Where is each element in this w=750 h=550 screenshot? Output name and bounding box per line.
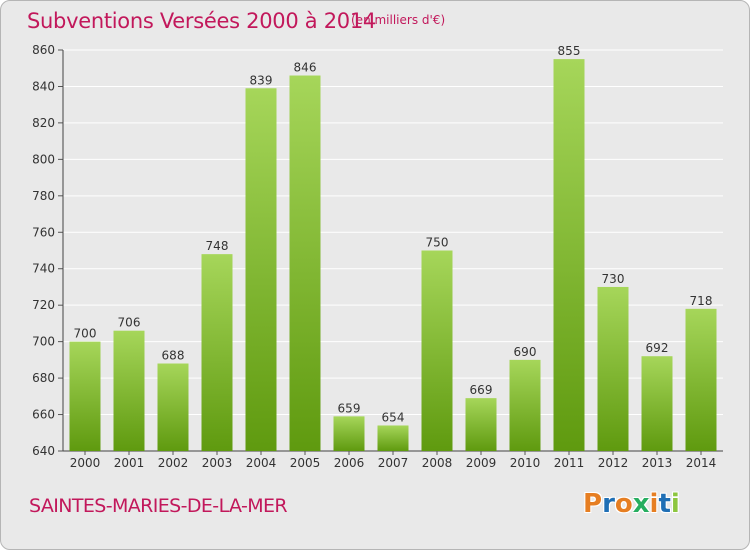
data-label: 748 bbox=[206, 239, 229, 253]
logo-letter: o bbox=[614, 489, 633, 519]
bar-2010 bbox=[509, 359, 541, 451]
y-tick-label: 640 bbox=[32, 444, 55, 458]
logo-letter: t bbox=[658, 489, 671, 519]
bar-2005 bbox=[289, 75, 321, 451]
data-label: 730 bbox=[602, 272, 625, 286]
data-label: 855 bbox=[558, 44, 581, 58]
bar-2012 bbox=[597, 286, 629, 451]
x-tick-label: 2008 bbox=[422, 456, 453, 470]
bar-2007 bbox=[377, 425, 409, 451]
chart-title: Subventions Versées 2000 à 2014 bbox=[27, 9, 376, 33]
bar-2011 bbox=[553, 59, 585, 451]
x-tick-label: 2009 bbox=[466, 456, 497, 470]
data-label: 750 bbox=[426, 236, 449, 250]
y-tick-label: 660 bbox=[32, 408, 55, 422]
x-tick-label: 2006 bbox=[334, 456, 365, 470]
bar-2006 bbox=[333, 416, 365, 451]
bar-2014 bbox=[685, 308, 717, 451]
x-tick-label: 2005 bbox=[290, 456, 321, 470]
x-tick-label: 2000 bbox=[70, 456, 101, 470]
x-tick-label: 2012 bbox=[598, 456, 629, 470]
y-tick-label: 820 bbox=[32, 116, 55, 130]
bar-2000 bbox=[69, 341, 101, 451]
data-label: 846 bbox=[294, 61, 317, 75]
proxiti-logo[interactable]: Proxiti bbox=[583, 489, 680, 519]
x-tick-label: 2010 bbox=[510, 456, 541, 470]
bar-2001 bbox=[113, 330, 145, 451]
x-tick-label: 2003 bbox=[202, 456, 233, 470]
data-labels: 700 706 688 748 839 846 659 654 750 669 690 855 730 6… bbox=[74, 44, 713, 424]
x-tick-label: 2014 bbox=[686, 456, 717, 470]
bar-2002 bbox=[157, 363, 189, 451]
chart-units: (en milliers d'€) bbox=[351, 13, 446, 27]
data-label: 839 bbox=[250, 73, 273, 87]
x-tick-label: 2007 bbox=[378, 456, 409, 470]
y-tick-label: 760 bbox=[32, 225, 55, 239]
y-tick-label: 700 bbox=[32, 335, 55, 349]
data-label: 688 bbox=[162, 349, 185, 363]
logo-letter: x bbox=[632, 489, 650, 519]
data-label: 654 bbox=[382, 410, 405, 424]
bar-2003 bbox=[201, 254, 233, 451]
x-tick-label: 2004 bbox=[246, 456, 277, 470]
y-tick-label: 800 bbox=[32, 152, 55, 166]
bar-2004 bbox=[245, 88, 277, 451]
x-tick-label: 2001 bbox=[114, 456, 145, 470]
data-label: 718 bbox=[690, 294, 713, 308]
data-label: 659 bbox=[338, 401, 361, 415]
data-label: 669 bbox=[470, 383, 493, 397]
x-tick-label: 2013 bbox=[642, 456, 673, 470]
data-label: 706 bbox=[118, 316, 141, 330]
data-label: 692 bbox=[646, 341, 669, 355]
commune-name: SAINTES-MARIES-DE-LA-MER bbox=[29, 495, 288, 517]
bar-2009 bbox=[465, 398, 497, 451]
logo-letter: r bbox=[602, 489, 615, 519]
x-tick-label: 2011 bbox=[554, 456, 585, 470]
logo-letter: P bbox=[583, 489, 603, 519]
y-tick-label: 720 bbox=[32, 298, 55, 312]
y-tick-label: 780 bbox=[32, 189, 55, 203]
bar-2013 bbox=[641, 356, 673, 451]
data-label: 690 bbox=[514, 345, 537, 359]
bar-2008 bbox=[421, 250, 453, 451]
logo-letter: i bbox=[670, 489, 680, 519]
y-tick-label: 840 bbox=[32, 79, 55, 93]
y-tick-label: 860 bbox=[32, 43, 55, 57]
x-tick-label: 2002 bbox=[158, 456, 189, 470]
logo-letter: i bbox=[649, 489, 659, 519]
data-label: 700 bbox=[74, 327, 97, 341]
y-tick-label: 740 bbox=[32, 262, 55, 276]
y-tick-label: 680 bbox=[32, 371, 55, 385]
bars bbox=[69, 59, 717, 451]
